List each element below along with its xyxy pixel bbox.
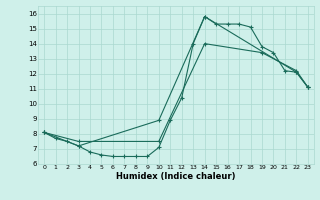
X-axis label: Humidex (Indice chaleur): Humidex (Indice chaleur) [116, 172, 236, 181]
